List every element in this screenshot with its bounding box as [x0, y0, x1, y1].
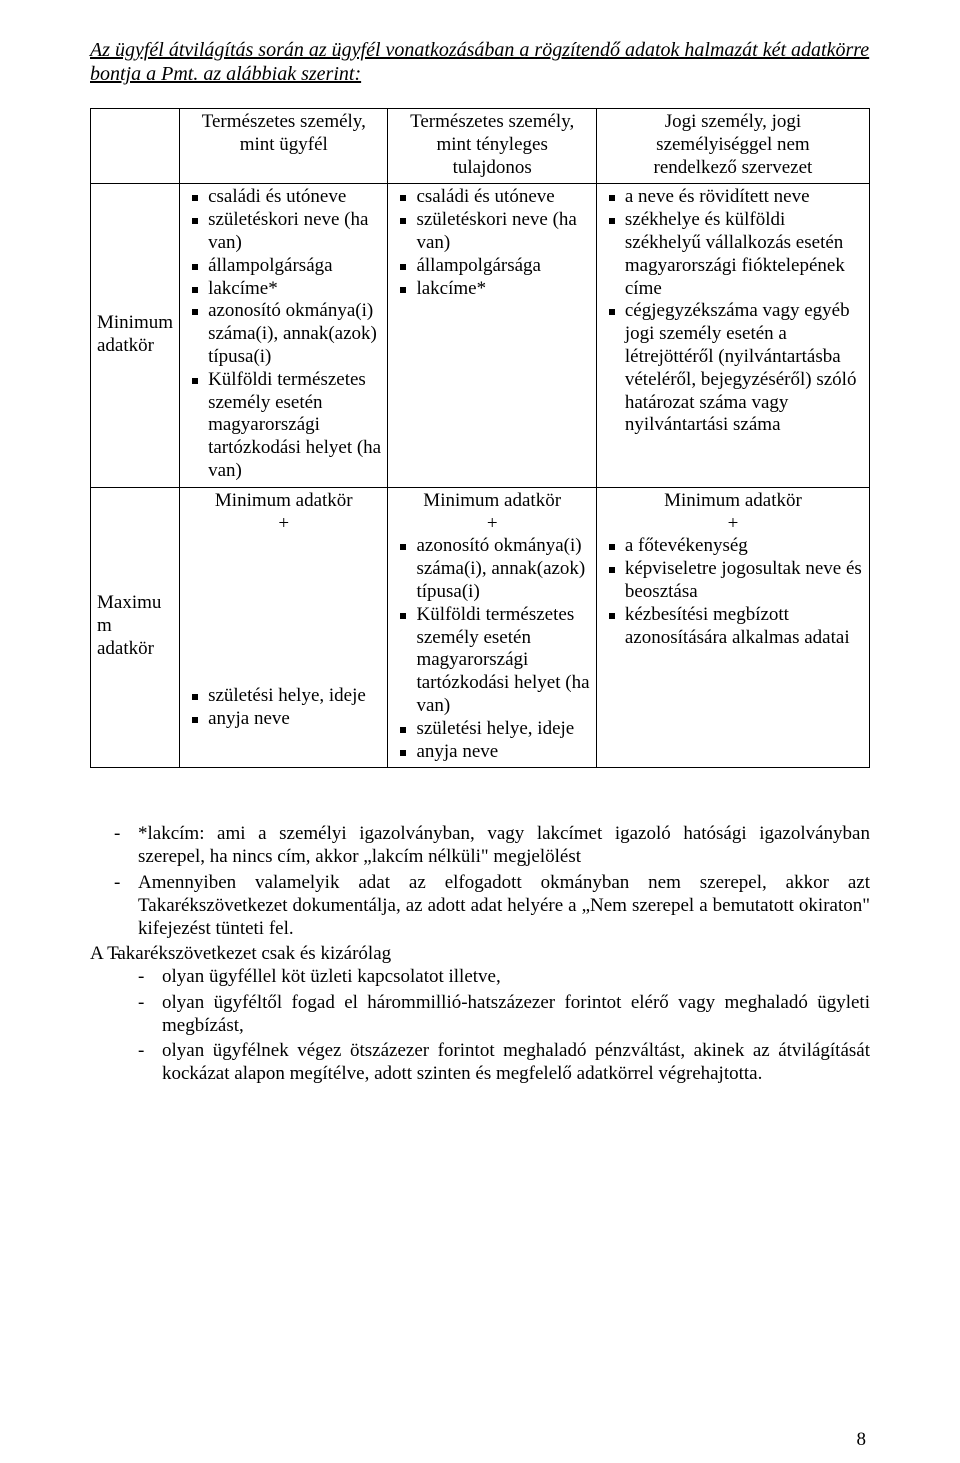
data-table: Természetes személy, mint ügyfél Termész…	[90, 108, 870, 768]
col-header-2: Természetes személy, mint tényleges tula…	[388, 109, 596, 184]
page-number: 8	[857, 1429, 867, 1451]
col3-h-line3: rendelkező szervezet	[654, 157, 813, 178]
col3-h-line1: Jogi személy, jogi	[665, 111, 802, 132]
col1-h-line2: mint ügyfél	[240, 134, 328, 155]
r1c3-i2: székhelye és külföldi székhelyű vállalko…	[603, 209, 863, 300]
r1c1-i2: születéskori neve (ha van)	[186, 209, 381, 255]
r2c2-i2: Külföldi természetes személy esetén magy…	[394, 604, 589, 718]
intro-paragraph: Az ügyfél átvilágítás során az ügyfél vo…	[90, 38, 870, 86]
col1-h-line1: Természetes személy,	[202, 111, 366, 132]
col2-h-line1: Természetes személy,	[410, 111, 574, 132]
r1c2-i1: családi és utóneve	[394, 186, 589, 209]
r2c3-head-l1: Minimum adatkör	[664, 490, 802, 511]
r1c3-i1: a neve és rövidített neve	[603, 186, 863, 209]
sub-3: olyan ügyfélnek végez ötszázezer forinto…	[90, 1040, 870, 1086]
note-1: *lakcím: ami a személyi igazolványban, v…	[90, 823, 870, 869]
r1c1-i3: állampolgársága	[186, 255, 381, 278]
r2c3-i2: képviseletre jogosultak neve és beosztás…	[603, 558, 863, 604]
r2c2-i3: születési helye, ideje	[394, 718, 589, 741]
r1c1-i6: Külföldi természetes személy esetén magy…	[186, 369, 381, 483]
r1c2-i4: lakcíme*	[394, 278, 589, 301]
r2c2-i4: anyja neve	[394, 741, 589, 764]
sub-2: olyan ügyféltől fogad el hárommillió-hat…	[90, 992, 870, 1038]
r2c2-head-l2: +	[487, 513, 498, 534]
r2c1-i2: anyja neve	[186, 708, 381, 731]
r2c3-head-l2: +	[728, 513, 739, 534]
col2-h-line3: tulajdonos	[453, 157, 532, 178]
row1-label-l1: Minimum	[97, 312, 173, 333]
r1c2-i2: születéskori neve (ha van)	[394, 209, 589, 255]
r2c3: Minimum adatkör + a főtevékenység képvis…	[596, 487, 869, 768]
r1c3: a neve és rövidített neve székhelye és k…	[596, 184, 869, 487]
row1-label-l2: adatkör	[97, 335, 154, 356]
r2c1-head-l1: Minimum adatkör	[215, 490, 353, 511]
r2c3-i1: a főtevékenység	[603, 535, 863, 558]
col3-h-line2: személyiséggel nem	[656, 134, 810, 155]
r2c1-head-l2: +	[278, 513, 289, 534]
r1c1-i1: családi és utóneve	[186, 186, 381, 209]
notes-section: *lakcím: ami a személyi igazolványban, v…	[90, 823, 870, 1086]
row2-label-l1: Maximu	[97, 592, 161, 613]
col2-h-line2: mint tényleges	[437, 134, 548, 155]
col-header-1: Természetes személy, mint ügyfél	[180, 109, 388, 184]
r2c2-head-l1: Minimum adatkör	[423, 490, 561, 511]
r1c3-i3: cégjegyzékszáma vagy egyéb jogi személy …	[603, 300, 863, 437]
r1c1-i4: lakcíme*	[186, 278, 381, 301]
r1c2-i3: állampolgársága	[394, 255, 589, 278]
r2c2-i1: azonosító okmánya(i) száma(i), annak(azo…	[394, 535, 589, 603]
row2-label-l2: m adatkör	[97, 615, 154, 659]
row2-label: Maximu m adatkör	[91, 487, 180, 768]
row1-label: Minimum adatkör	[91, 184, 180, 487]
note-2: Amennyiben valamelyik adat az elfogadott…	[90, 872, 870, 940]
col-header-3: Jogi személy, jogi személyiséggel nem re…	[596, 109, 869, 184]
sub-heading: A Takarékszövetkezet csak és kizárólag	[90, 943, 870, 966]
r1c2: családi és utóneve születéskori neve (ha…	[388, 184, 596, 487]
r2c1-i1: születési helye, ideje	[186, 685, 381, 708]
r2c2: Minimum adatkör + azonosító okmánya(i) s…	[388, 487, 596, 768]
sub-1: olyan ügyféllel köt üzleti kapcsolatot i…	[90, 966, 870, 989]
r1c1-i5: azonosító okmánya(i) száma(i), annak(azo…	[186, 300, 381, 368]
r2c1: Minimum adatkör + születési helye, ideje…	[180, 487, 388, 768]
header-empty	[91, 109, 180, 184]
r1c1: családi és utóneve születéskori neve (ha…	[180, 184, 388, 487]
r2c3-i3: kézbesítési megbízott azonosítására alka…	[603, 604, 863, 650]
